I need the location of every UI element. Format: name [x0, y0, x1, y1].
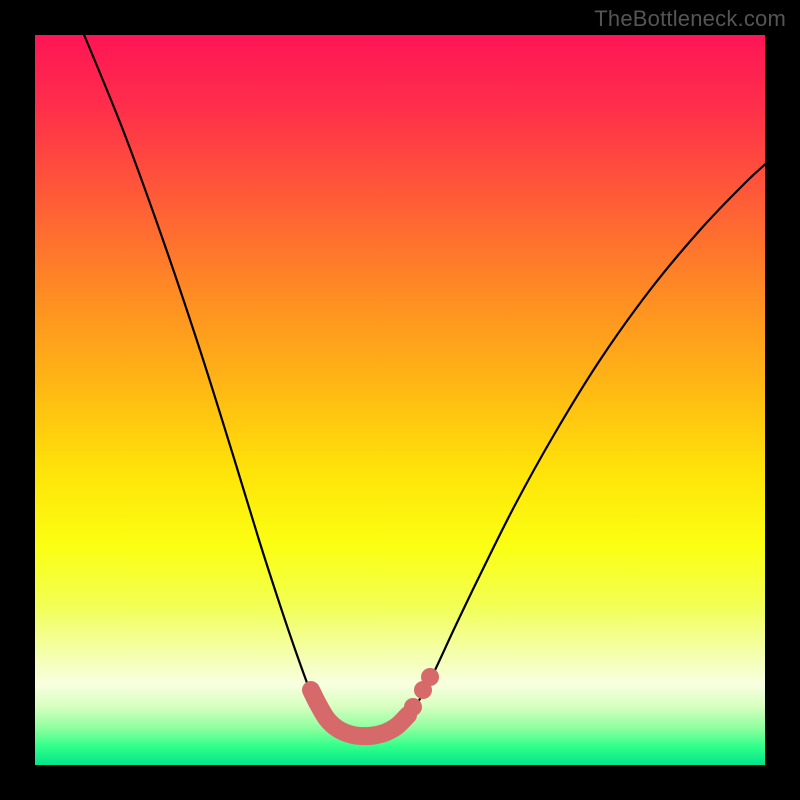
marker-dot	[421, 668, 439, 686]
marker-dots	[404, 668, 439, 716]
watermark-text: TheBottleneck.com	[594, 6, 786, 32]
curve-layer	[35, 35, 765, 765]
marker-dot	[404, 698, 422, 716]
chart-canvas: TheBottleneck.com	[0, 0, 800, 800]
bottleneck-curve	[80, 25, 770, 737]
plot-area	[35, 35, 765, 765]
marker-bottom-bar	[311, 690, 408, 736]
